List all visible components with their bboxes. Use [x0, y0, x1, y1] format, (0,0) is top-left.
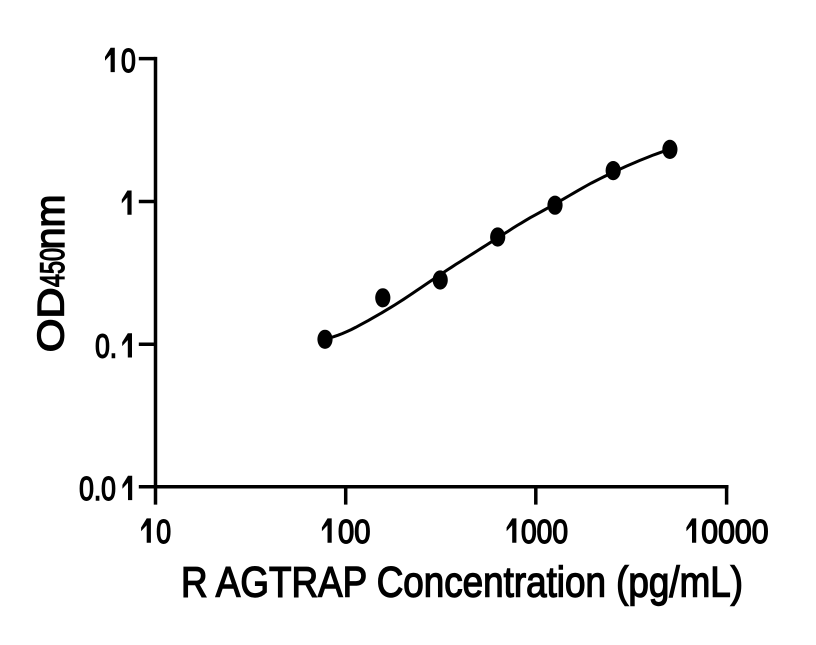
svg-text:0.0: 0.0: [79, 470, 116, 507]
svg-text:000: 000: [521, 513, 568, 550]
svg-text:0: 0: [156, 513, 171, 550]
svg-text:0.: 0.: [95, 328, 117, 365]
svg-text:450: 450: [34, 248, 72, 287]
svg-text:0: 0: [121, 42, 136, 79]
svg-text:R AGTRAP Concentration (pg/mL): R AGTRAP Concentration (pg/mL): [181, 559, 743, 607]
svg-text:00: 00: [338, 513, 370, 550]
svg-text:OD: OD: [30, 287, 72, 352]
svg-text:0000: 0000: [701, 513, 768, 550]
svg-text:nm: nm: [26, 195, 73, 250]
